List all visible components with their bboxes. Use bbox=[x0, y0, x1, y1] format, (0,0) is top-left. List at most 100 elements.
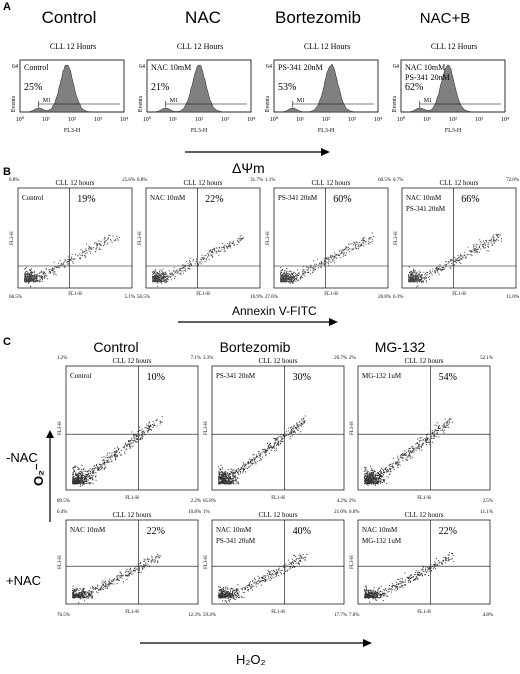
histogram-plot: CLL 12 Hours M1 NAC 10mM 21% 64 Events FL3-H 10… bbox=[135, 40, 257, 140]
arrow-b bbox=[178, 318, 338, 326]
x-axis-label: FL3-H bbox=[64, 128, 81, 134]
x-axis-label: FL1-H bbox=[196, 292, 210, 297]
plot-title: CLL 12 hours bbox=[112, 357, 151, 365]
y-axis-label: FL3-H bbox=[204, 421, 209, 435]
quadrant-upper-left: 3.3% bbox=[203, 356, 213, 361]
histogram-plot: CLL 12 Hours M1 Control 25% 64 Events FL3-H 10⁰… bbox=[8, 40, 130, 140]
y-axis-label: FL3-H bbox=[58, 555, 63, 569]
quadrant-lower-left: 6.3% bbox=[393, 295, 403, 300]
plot-title: CLL 12 hours bbox=[112, 511, 151, 519]
quadrant-lower-left: 7.6% bbox=[349, 613, 359, 618]
header-a-bortezomib: Bortezomib bbox=[275, 8, 361, 27]
quadrant-lower-left: 68.5% bbox=[9, 295, 22, 300]
tick-label: 10⁴ bbox=[247, 117, 255, 123]
condition-label: Control bbox=[24, 63, 49, 72]
quadrant-lower-right: 4.2% bbox=[337, 499, 347, 504]
quadrant-upper-left: 1.2% bbox=[57, 356, 67, 361]
quadrant-upper-left: 0.4% bbox=[57, 510, 67, 515]
condition-label: NAC 10mM bbox=[362, 526, 398, 534]
quadrant-lower-left: 2% bbox=[349, 499, 356, 504]
panel-label-c: C bbox=[3, 336, 11, 348]
percentage-label: 30% bbox=[293, 372, 311, 383]
row-label-plus-nac: +NAC bbox=[6, 573, 42, 588]
dotplot: CLL 12 hours 1.1% 60.5% 27.6% 20.8% PS-341 20… bbox=[264, 174, 392, 300]
plot-title: CLL 12 Hours bbox=[50, 42, 96, 51]
y-axis-label: Events bbox=[11, 95, 17, 112]
arrow-c-vertical bbox=[46, 430, 54, 522]
quadrant-lower-right: 11.0% bbox=[506, 295, 519, 300]
tick-label: 10¹ bbox=[423, 117, 431, 123]
histogram-plot: CLL 12 Hours M1 PS-341 20nM 53% 64 Events FL3-… bbox=[262, 40, 384, 140]
quadrant-upper-right: 72.0% bbox=[506, 178, 519, 183]
x-axis-label: FL1-H bbox=[452, 292, 466, 297]
percentage-label: 62% bbox=[405, 82, 423, 93]
quadrant-upper-right: 11.1% bbox=[480, 510, 493, 515]
y-axis-label: FL3-H bbox=[394, 231, 399, 245]
panel-label-a: A bbox=[3, 1, 11, 13]
quadrant-upper-right: 10.8% bbox=[188, 510, 201, 515]
quadrant-upper-left: 2% bbox=[349, 356, 356, 361]
y-axis-label: FL3-H bbox=[350, 555, 355, 569]
y-max-label: 64 bbox=[139, 64, 145, 70]
plot-title: CLL 12 Hours bbox=[431, 42, 477, 51]
x-axis-label: FL1-H bbox=[324, 292, 338, 297]
y-max-label: 64 bbox=[266, 64, 272, 70]
condition-label: NAC 10mM bbox=[216, 526, 252, 534]
plot-title: CLL 12 Hours bbox=[304, 42, 350, 51]
quadrant-upper-right: 31.7% bbox=[250, 178, 263, 183]
tick-label: 10³ bbox=[221, 117, 229, 123]
condition-label: Control bbox=[70, 372, 91, 380]
y-max-label: 64 bbox=[12, 64, 18, 70]
condition-label: NAC 10mM bbox=[150, 194, 186, 202]
condition-label: MG-132 1uM bbox=[362, 372, 402, 380]
quadrant-lower-left: 76.5% bbox=[57, 613, 70, 618]
quadrant-lower-left: 50.5% bbox=[137, 295, 150, 300]
header-a-nac: NAC bbox=[185, 8, 221, 27]
row-label-minus-nac: -NAC bbox=[6, 450, 38, 465]
quadrant-lower-right: 12.3% bbox=[188, 613, 201, 618]
plot-title: CLL 12 hours bbox=[183, 179, 222, 187]
quadrant-upper-right: 60.5% bbox=[378, 178, 391, 183]
percentage-label: 66% bbox=[461, 194, 479, 205]
tick-label: 10⁰ bbox=[143, 116, 152, 123]
dotplot: CLL 12 hours 0.8% 31.7% 50.5% 16.9% NAC 10mM 2… bbox=[136, 174, 264, 300]
quadrant-upper-left: 1.1% bbox=[265, 178, 275, 183]
dotplot: CLL 12 hours 0.6% 11.1% 7.6% 4.8% NAC 10mM MG-… bbox=[348, 506, 494, 618]
y-axis-label: FL3-H bbox=[204, 555, 209, 569]
quadrant-upper-right: 26.7% bbox=[334, 356, 347, 361]
condition-label: NAC 10mM bbox=[70, 526, 106, 534]
percentage-label: 60% bbox=[333, 194, 351, 205]
percentage-label: 10% bbox=[147, 372, 165, 383]
y-axis-label: FL3-H bbox=[266, 231, 271, 245]
tick-label: 10¹ bbox=[169, 117, 177, 123]
axis-label-a: ΔΨm bbox=[232, 160, 265, 176]
gate-label: M1 bbox=[424, 98, 432, 104]
tick-label: 10⁰ bbox=[397, 116, 406, 123]
condition-label: PS-341 20uM bbox=[216, 537, 256, 545]
quadrant-lower-right: 2.2% bbox=[191, 499, 201, 504]
x-axis-label: FL1-H bbox=[271, 496, 285, 501]
axis-label-b: Annexin V-FITC bbox=[232, 304, 317, 318]
quadrant-upper-left: 0.6% bbox=[349, 510, 359, 515]
quadrant-lower-left: 27.6% bbox=[265, 295, 278, 300]
percentage-label: 25% bbox=[24, 82, 42, 93]
header-a-nac-b: NAC+B bbox=[419, 10, 471, 27]
quadrant-upper-right: 25.6% bbox=[122, 178, 135, 183]
gate-label: M1 bbox=[43, 98, 51, 104]
header-a-control: Control bbox=[41, 8, 97, 27]
condition-label: PS-341 20nM bbox=[405, 73, 450, 82]
plot-title: CLL 12 hours bbox=[439, 179, 478, 187]
tick-label: 10¹ bbox=[296, 117, 304, 123]
tick-label: 10² bbox=[195, 117, 203, 123]
axis-label-c-x: H₂O₂ bbox=[236, 652, 266, 667]
gate-label: M1 bbox=[297, 98, 305, 104]
tick-label: 10⁴ bbox=[374, 117, 382, 123]
dotplot: CLL 12 hours 0.4% 10.8% 76.5% 12.3% NAC 10mM 2… bbox=[56, 506, 202, 618]
y-axis-label: FL3-H bbox=[10, 231, 15, 245]
percentage-label: 22% bbox=[205, 194, 223, 205]
gate-label: M1 bbox=[170, 98, 178, 104]
quadrant-lower-right: 2.5% bbox=[483, 499, 493, 504]
histogram-plot: CLL 12 Hours M1 NAC 10mM PS-341 20nM 62% 64 Ev… bbox=[389, 40, 511, 140]
percentage-label: 22% bbox=[147, 526, 165, 537]
y-max-label: 64 bbox=[393, 64, 399, 70]
